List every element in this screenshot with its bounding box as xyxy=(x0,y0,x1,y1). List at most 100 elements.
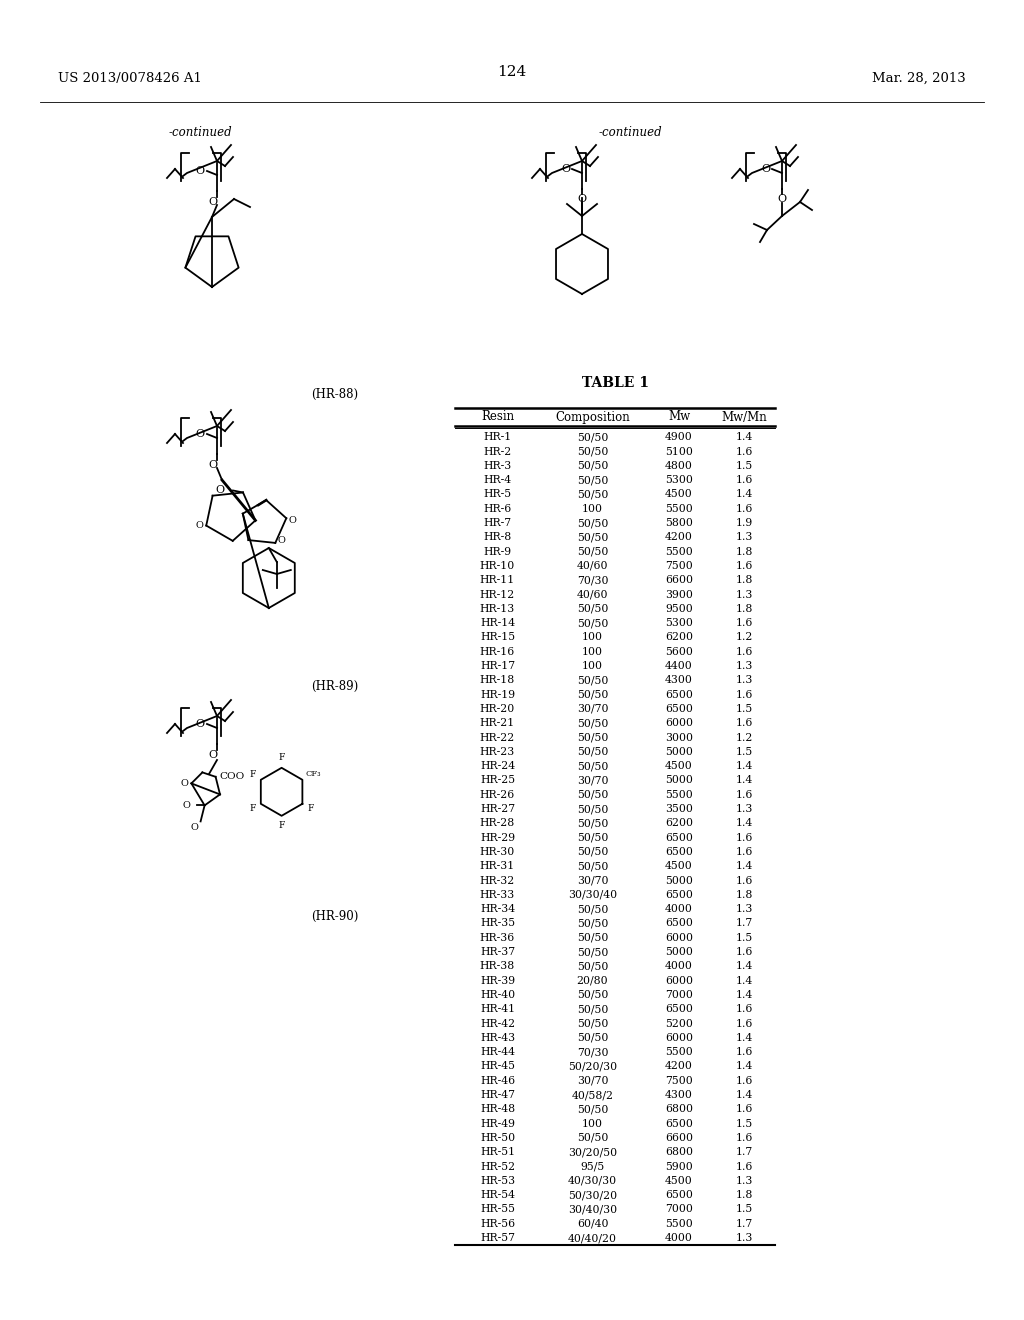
Text: 4800: 4800 xyxy=(665,461,693,471)
Text: 1.4: 1.4 xyxy=(735,1090,753,1100)
Text: 7000: 7000 xyxy=(665,990,693,1001)
Text: O: O xyxy=(578,194,587,205)
Text: 7500: 7500 xyxy=(666,561,693,572)
Text: 1.3: 1.3 xyxy=(735,904,753,915)
Text: O: O xyxy=(182,801,190,810)
Text: HR-15: HR-15 xyxy=(480,632,515,643)
Text: 4500: 4500 xyxy=(666,1176,693,1185)
Text: 6200: 6200 xyxy=(665,818,693,829)
Text: 6500: 6500 xyxy=(665,1118,693,1129)
Text: 40/60: 40/60 xyxy=(577,590,608,599)
Text: 1.4: 1.4 xyxy=(735,1032,753,1043)
Text: HR-21: HR-21 xyxy=(480,718,515,729)
Text: HR-57: HR-57 xyxy=(480,1233,515,1243)
Text: O: O xyxy=(190,824,199,833)
Text: 4200: 4200 xyxy=(665,532,693,543)
Text: 6500: 6500 xyxy=(665,919,693,928)
Text: 30/20/50: 30/20/50 xyxy=(568,1147,617,1158)
Text: 30/70: 30/70 xyxy=(577,775,608,785)
Text: 60/40: 60/40 xyxy=(577,1218,608,1229)
Text: 1.3: 1.3 xyxy=(735,590,753,599)
Text: 1.7: 1.7 xyxy=(735,1218,753,1229)
Text: 1.6: 1.6 xyxy=(735,561,753,572)
Text: 40/30/30: 40/30/30 xyxy=(568,1176,617,1185)
Text: HR-36: HR-36 xyxy=(480,933,515,942)
Text: 50/50: 50/50 xyxy=(577,946,608,957)
Text: 5600: 5600 xyxy=(665,647,693,657)
Text: 1.4: 1.4 xyxy=(735,1061,753,1072)
Text: 50/50: 50/50 xyxy=(577,961,608,972)
Text: 1.7: 1.7 xyxy=(735,1147,753,1158)
Text: 6500: 6500 xyxy=(665,847,693,857)
Text: 3000: 3000 xyxy=(665,733,693,743)
Text: 1.5: 1.5 xyxy=(735,1204,753,1214)
Text: 4200: 4200 xyxy=(665,1061,693,1072)
Text: HR-53: HR-53 xyxy=(480,1176,515,1185)
Text: 6600: 6600 xyxy=(665,1133,693,1143)
Text: 30/30/40: 30/30/40 xyxy=(568,890,617,900)
Text: HR-22: HR-22 xyxy=(480,733,515,743)
Text: (HR-89): (HR-89) xyxy=(310,680,358,693)
Text: 1.8: 1.8 xyxy=(735,890,753,900)
Text: 5300: 5300 xyxy=(665,618,693,628)
Text: HR-34: HR-34 xyxy=(480,904,515,915)
Text: 50/50: 50/50 xyxy=(577,618,608,628)
Text: 4000: 4000 xyxy=(665,961,693,972)
Text: 50/50: 50/50 xyxy=(577,689,608,700)
Text: 1.2: 1.2 xyxy=(735,632,753,643)
Text: 5000: 5000 xyxy=(665,775,693,785)
Text: HR-10: HR-10 xyxy=(480,561,515,572)
Text: US 2013/0078426 A1: US 2013/0078426 A1 xyxy=(58,73,202,84)
Text: 1.4: 1.4 xyxy=(735,818,753,829)
Text: HR-55: HR-55 xyxy=(480,1204,515,1214)
Text: HR-37: HR-37 xyxy=(480,946,515,957)
Text: 1.7: 1.7 xyxy=(735,919,753,928)
Text: 50/50: 50/50 xyxy=(577,804,608,814)
Text: HR-4: HR-4 xyxy=(483,475,512,486)
Text: 5500: 5500 xyxy=(666,1218,693,1229)
Text: 1.6: 1.6 xyxy=(735,946,753,957)
Text: 6600: 6600 xyxy=(665,576,693,585)
Text: 4000: 4000 xyxy=(665,1233,693,1243)
Text: F: F xyxy=(279,754,285,762)
Text: 50/50: 50/50 xyxy=(577,517,608,528)
Text: HR-38: HR-38 xyxy=(480,961,515,972)
Text: 50/50: 50/50 xyxy=(577,1105,608,1114)
Text: 1.6: 1.6 xyxy=(735,446,753,457)
Text: 6500: 6500 xyxy=(665,1005,693,1014)
Text: 6000: 6000 xyxy=(665,718,693,729)
Text: 1.8: 1.8 xyxy=(735,576,753,585)
Text: 6500: 6500 xyxy=(665,890,693,900)
Text: O: O xyxy=(180,779,188,788)
Text: 1.6: 1.6 xyxy=(735,789,753,800)
Text: 50/50: 50/50 xyxy=(577,861,608,871)
Text: HR-9: HR-9 xyxy=(483,546,512,557)
Text: O: O xyxy=(196,719,205,729)
Text: 5000: 5000 xyxy=(665,946,693,957)
Text: 1.4: 1.4 xyxy=(735,775,753,785)
Text: 50/50: 50/50 xyxy=(577,490,608,499)
Text: HR-43: HR-43 xyxy=(480,1032,515,1043)
Text: 40/58/2: 40/58/2 xyxy=(571,1090,613,1100)
Text: HR-44: HR-44 xyxy=(480,1047,515,1057)
Text: 5800: 5800 xyxy=(665,517,693,528)
Text: 7000: 7000 xyxy=(665,1204,693,1214)
Text: 1.4: 1.4 xyxy=(735,861,753,871)
Text: 30/40/30: 30/40/30 xyxy=(568,1204,617,1214)
Text: HR-45: HR-45 xyxy=(480,1061,515,1072)
Text: 4500: 4500 xyxy=(666,490,693,499)
Text: TABLE 1: TABLE 1 xyxy=(582,376,648,389)
Text: 4300: 4300 xyxy=(665,676,693,685)
Text: O: O xyxy=(777,194,786,205)
Text: 95/5: 95/5 xyxy=(581,1162,604,1172)
Text: 50/50: 50/50 xyxy=(577,904,608,915)
Text: HR-35: HR-35 xyxy=(480,919,515,928)
Text: 1.5: 1.5 xyxy=(735,461,753,471)
Text: 50/50: 50/50 xyxy=(577,475,608,486)
Text: HR-20: HR-20 xyxy=(480,704,515,714)
Text: 6800: 6800 xyxy=(665,1105,693,1114)
Text: 1.3: 1.3 xyxy=(735,532,753,543)
Text: 1.5: 1.5 xyxy=(735,933,753,942)
Text: HR-32: HR-32 xyxy=(480,875,515,886)
Text: 100: 100 xyxy=(582,1118,603,1129)
